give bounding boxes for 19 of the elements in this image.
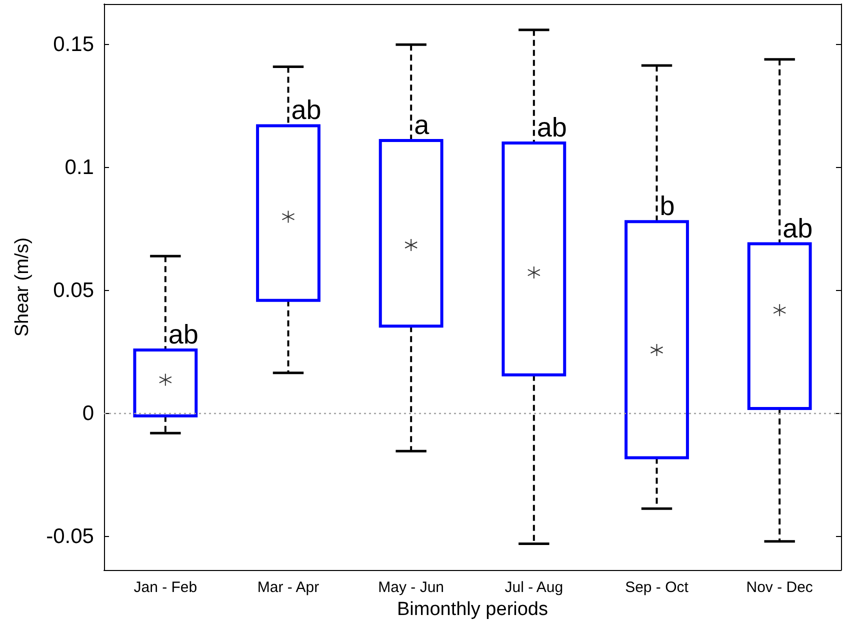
x-tick-label: Jul - Aug	[504, 579, 564, 596]
x-tick-label: Mar - Apr	[257, 579, 320, 596]
annotation: ab	[168, 320, 198, 350]
x-tick-label: May - Jun	[378, 579, 444, 596]
y-axis-title: Shear (m/s)	[12, 237, 33, 337]
annotation: ab	[536, 112, 567, 142]
y-tick-label: 0	[82, 402, 94, 425]
annotation: b	[660, 191, 675, 222]
x-tick-label: Jan - Feb	[134, 579, 198, 596]
annotation: a	[414, 110, 430, 140]
x-tick-label: Nov - Dec	[746, 579, 814, 596]
annotation: ab	[291, 95, 322, 126]
x-axis-title: Bimonthly periods	[396, 599, 548, 620]
y-tick-label: 0.05	[53, 278, 94, 302]
y-tick-label: 0.15	[53, 33, 94, 56]
x-tick-label: Sep - Oct	[625, 579, 690, 596]
annotation: ab	[782, 213, 813, 244]
y-tick-label: -0.05	[46, 524, 94, 548]
y-tick-label: 0.1	[64, 156, 94, 180]
